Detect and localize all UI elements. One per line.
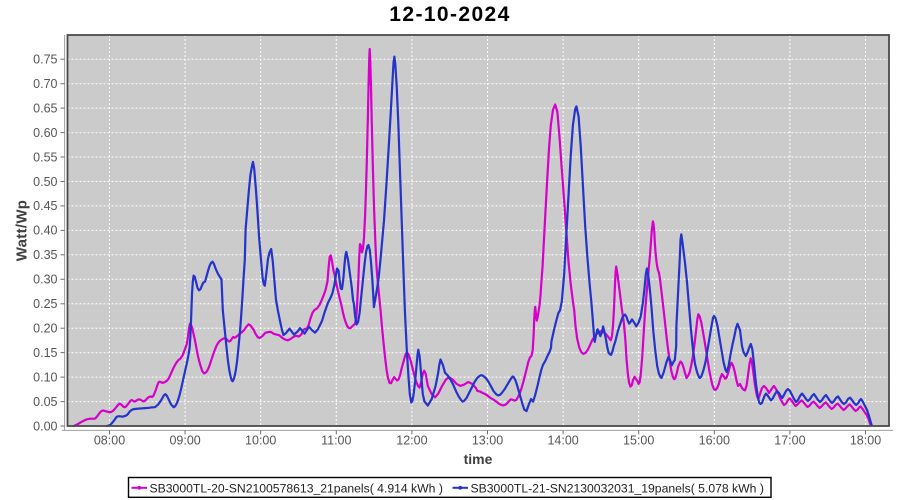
svg-text:11:00: 11:00 [321, 434, 351, 448]
svg-text:13:00: 13:00 [472, 434, 503, 448]
svg-text:Watt/Wp: Watt/Wp [14, 200, 31, 262]
svg-text:0.40: 0.40 [33, 224, 57, 238]
svg-text:0.30: 0.30 [33, 273, 57, 287]
svg-text:0.20: 0.20 [33, 322, 57, 336]
svg-text:12-10-2024: 12-10-2024 [389, 3, 510, 26]
svg-text:0.60: 0.60 [33, 126, 57, 140]
svg-text:16:00: 16:00 [699, 434, 730, 448]
svg-text:time: time [464, 451, 493, 467]
svg-text:0.75: 0.75 [33, 53, 57, 67]
svg-text:08:00: 08:00 [94, 434, 125, 448]
svg-text:12:00: 12:00 [396, 434, 427, 448]
svg-text:0.50: 0.50 [33, 175, 57, 189]
svg-text:0.15: 0.15 [33, 346, 57, 360]
svg-text:14:00: 14:00 [547, 434, 578, 448]
svg-text:0.00: 0.00 [33, 419, 57, 433]
svg-text:0.45: 0.45 [33, 199, 57, 213]
svg-text:17:00: 17:00 [774, 434, 805, 448]
svg-text:18:00: 18:00 [850, 434, 881, 448]
svg-text:15:00: 15:00 [623, 434, 654, 448]
svg-text:0.70: 0.70 [33, 77, 57, 91]
svg-text:10:00: 10:00 [245, 434, 276, 448]
svg-text:0.65: 0.65 [33, 101, 57, 115]
svg-text:0.10: 0.10 [33, 370, 57, 384]
svg-text:SB3000TL-20-SN2100578613_21pan: SB3000TL-20-SN2100578613_21panels( 4.914… [150, 481, 443, 495]
svg-text:0.35: 0.35 [33, 248, 57, 262]
svg-text:0.55: 0.55 [33, 150, 57, 164]
svg-text:09:00: 09:00 [169, 434, 200, 448]
svg-text:0.25: 0.25 [33, 297, 57, 311]
svg-text:SB3000TL-21-SN2130032031_19pan: SB3000TL-21-SN2130032031_19panels( 5.078… [471, 481, 764, 495]
svg-text:0.05: 0.05 [33, 395, 57, 409]
